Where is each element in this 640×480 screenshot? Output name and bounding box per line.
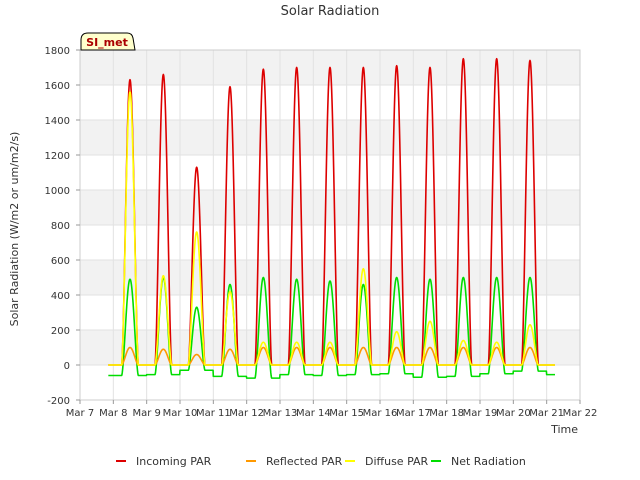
plot-band [80,260,580,295]
y-tick-label: 1800 [45,46,70,57]
legend-label-incoming-par: Incoming PAR [136,455,212,468]
legend-label-net-radiation: Net Radiation [451,455,526,468]
y-tick-label: 800 [51,221,70,232]
plot-band [80,155,580,190]
x-tick-label: Mar 8 [99,408,127,419]
x-tick-label: Mar 20 [496,408,531,419]
x-tick-label: Mar 9 [132,408,160,419]
site-badge-label: SI_met [86,36,128,49]
x-tick-label: Mar 15 [329,408,364,419]
x-tick-label: Mar 7 [66,408,94,419]
x-tick-label: Mar 13 [263,408,298,419]
site-badge: SI_met [80,32,136,51]
series-line-diffuse-par [107,91,556,366]
x-axis-label: Time [550,423,578,436]
y-axis-ticks: -200 0 200 400 600 800 1000 1200 1400 1600 1800 [45,46,80,407]
y-tick-label: 1600 [45,81,70,92]
x-tick-label: Mar 14 [296,408,331,419]
legend-label-diffuse-par: Diffuse PAR [365,455,429,468]
chart-title: Solar Radiation [281,4,380,19]
y-tick-label: 400 [51,291,70,302]
series-line-net-radiation [107,276,556,379]
plot-band [80,190,580,225]
y-tick-label: 1200 [45,151,70,162]
x-tick-label: Mar 12 [229,408,264,419]
y-tick-label: 200 [51,326,70,337]
legend-label-reflected-par: Reflected PAR [266,455,343,468]
y-tick-label: -200 [47,396,70,407]
x-tick-label: Mar 10 [163,408,198,419]
y-tick-label: 1000 [45,186,70,197]
plot-band [80,85,580,120]
x-tick-label: Mar 22 [563,408,598,419]
x-tick-label: Mar 19 [463,408,498,419]
y-axis-label: Solar Radiation (W/m2 or um/m2/s) [8,132,21,327]
x-tick-label: Mar 17 [396,408,431,419]
y-tick-label: 600 [51,256,70,267]
x-tick-label: Mar 21 [529,408,564,419]
plot-band [80,295,580,330]
y-tick-label: 0 [64,361,70,372]
plot-band [80,225,580,260]
plot-band [80,120,580,155]
legend: Incoming PAR Reflected PAR Diffuse PAR Net … [116,455,526,468]
x-tick-label: Mar 16 [363,408,398,419]
x-tick-label: Mar 18 [429,408,464,419]
x-tick-label: Mar 11 [196,408,231,419]
y-tick-label: 1400 [45,116,70,127]
site-badge-box [80,32,136,51]
series-layer [107,57,556,379]
plot-band [80,365,580,400]
